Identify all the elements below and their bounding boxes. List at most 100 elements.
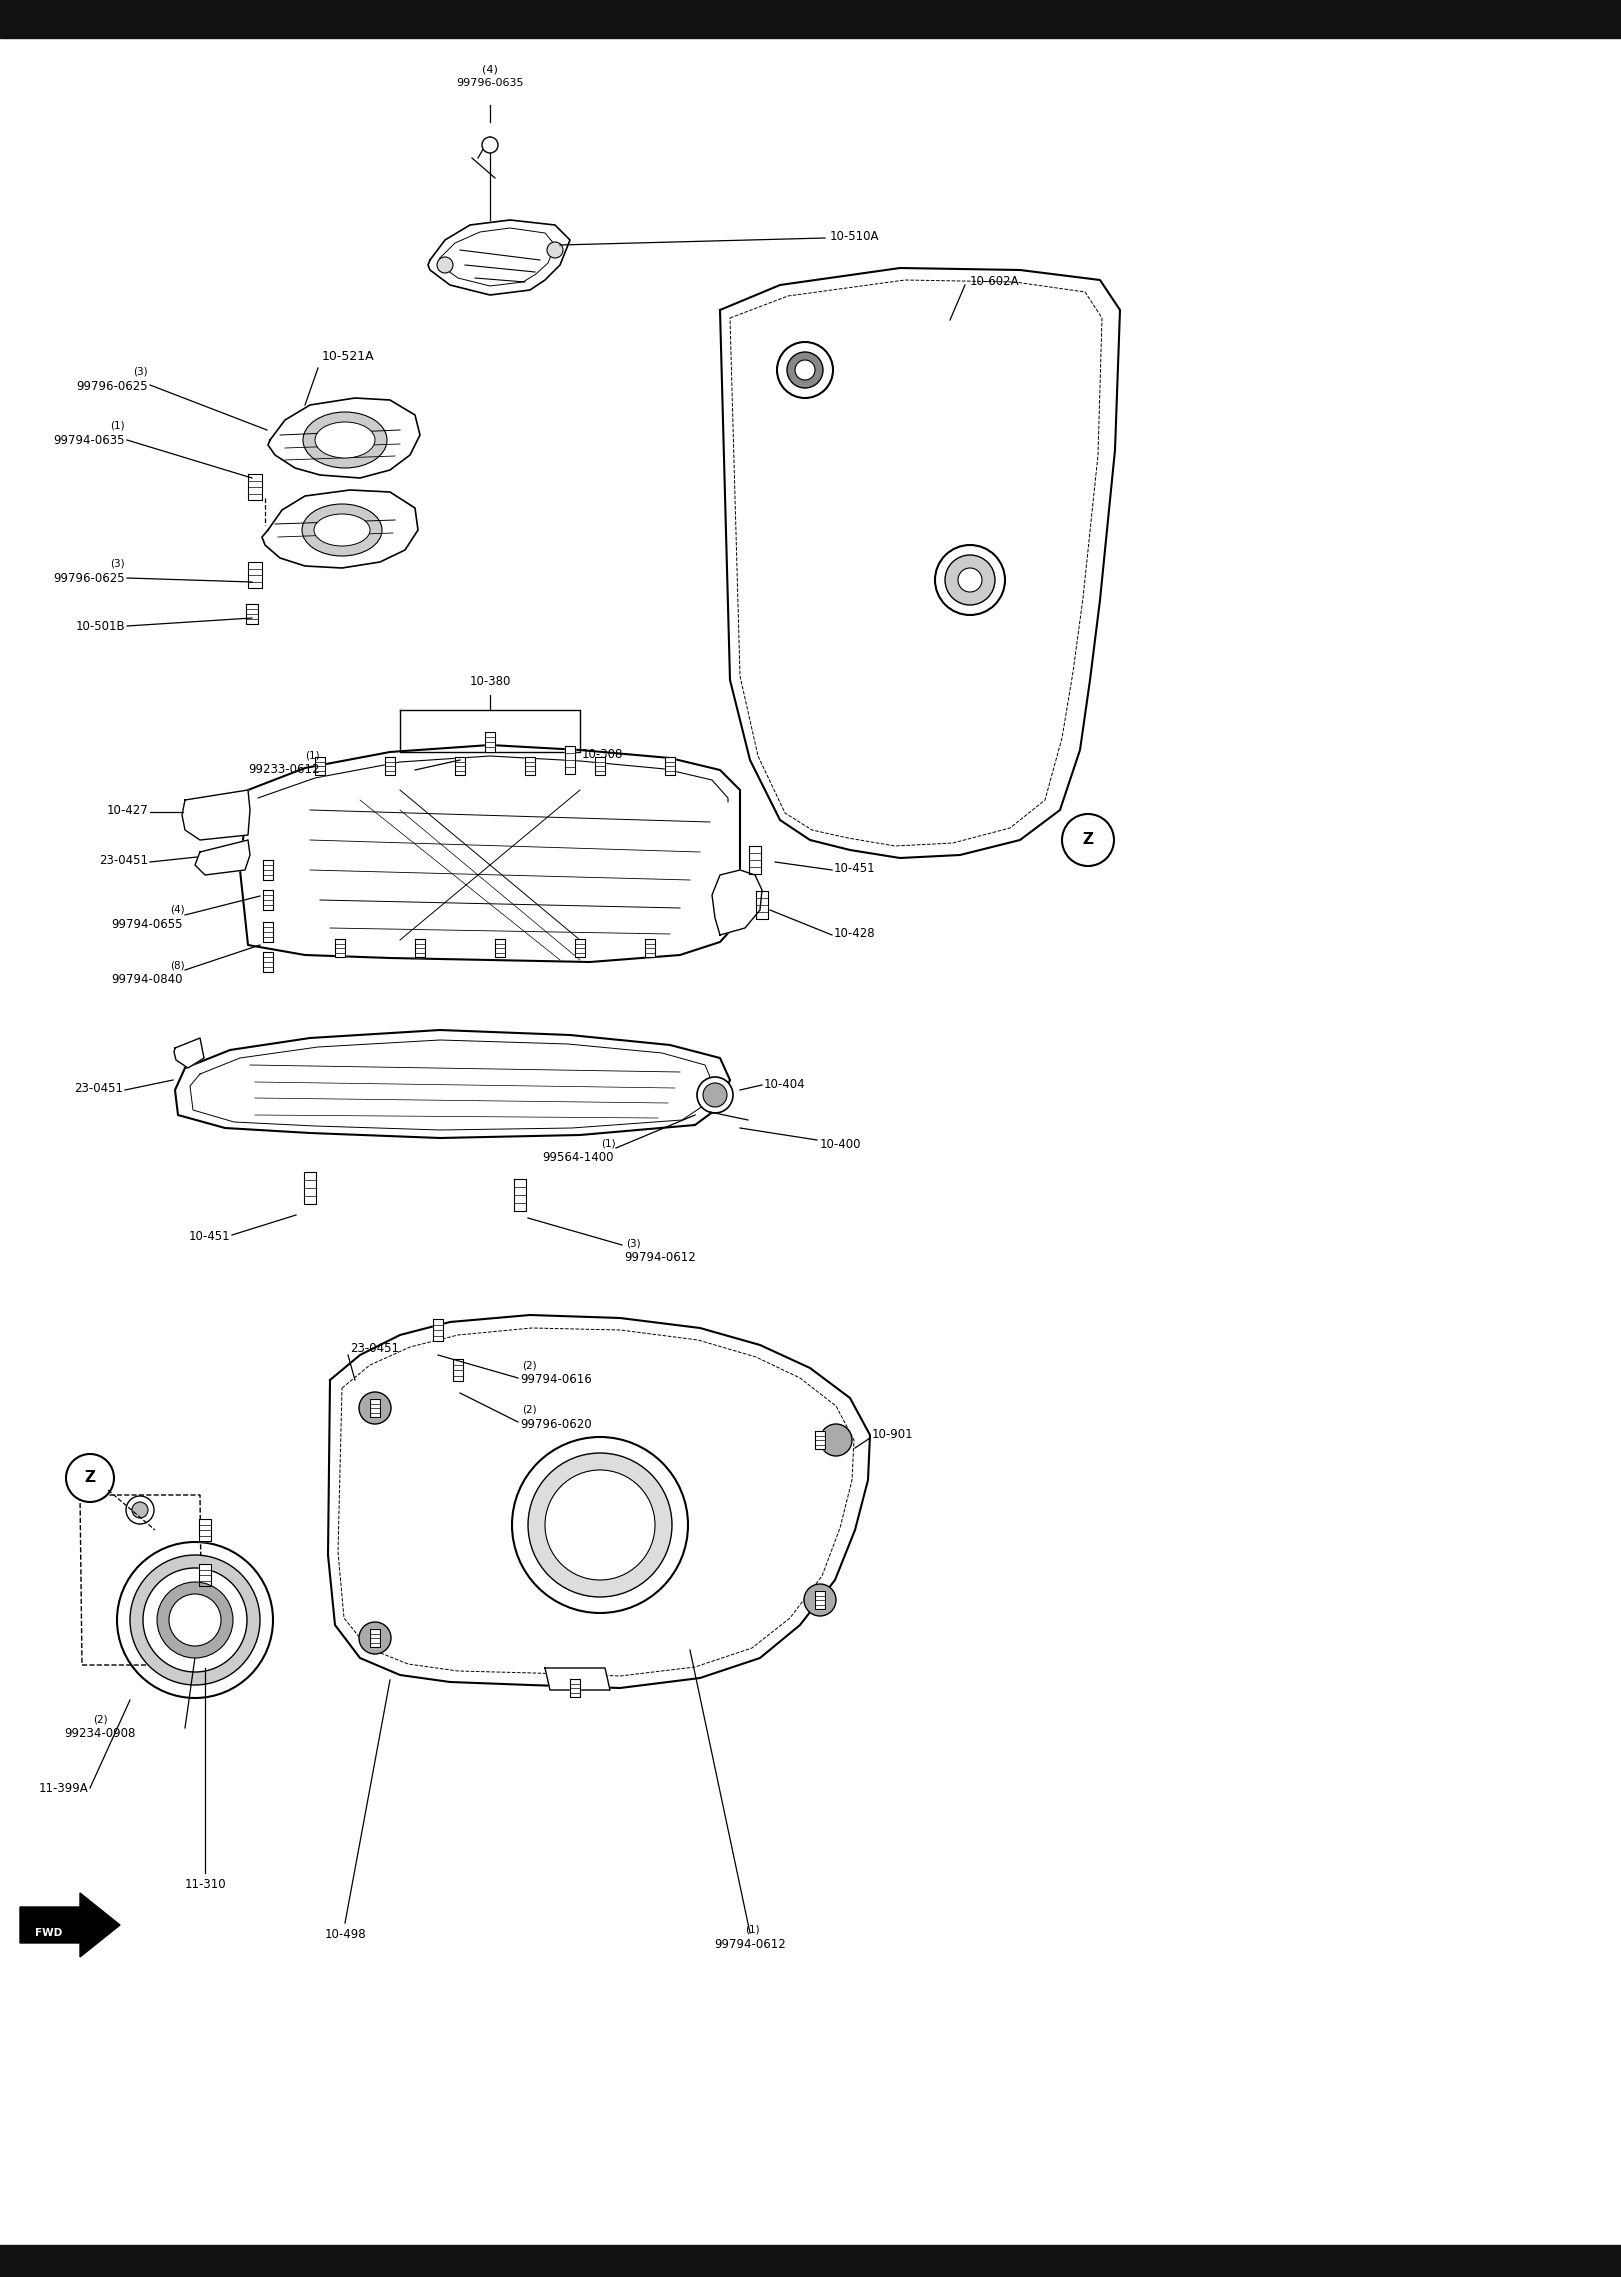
Text: (1): (1)	[110, 419, 125, 430]
Text: 23-0451: 23-0451	[99, 854, 148, 868]
Text: 99796-0620: 99796-0620	[520, 1419, 592, 1430]
Polygon shape	[248, 474, 263, 501]
Circle shape	[804, 1585, 836, 1617]
Polygon shape	[595, 756, 605, 774]
Text: FWD: FWD	[36, 1929, 63, 1938]
Polygon shape	[566, 747, 575, 774]
Text: 99794-0616: 99794-0616	[520, 1373, 592, 1387]
Polygon shape	[267, 398, 420, 478]
Polygon shape	[456, 756, 465, 774]
Circle shape	[126, 1496, 154, 1523]
Polygon shape	[645, 938, 655, 956]
Text: 10-901: 10-901	[872, 1428, 914, 1441]
Circle shape	[66, 1455, 113, 1503]
Polygon shape	[386, 756, 396, 774]
Text: 99796-0635: 99796-0635	[456, 77, 524, 89]
Text: 23-0451: 23-0451	[350, 1341, 399, 1355]
Polygon shape	[571, 1678, 580, 1696]
Text: 11-310: 11-310	[185, 1879, 225, 1890]
Text: 10-427: 10-427	[107, 804, 148, 817]
Polygon shape	[712, 870, 762, 936]
Polygon shape	[755, 890, 768, 920]
Circle shape	[528, 1453, 673, 1596]
Polygon shape	[485, 731, 494, 751]
Circle shape	[788, 353, 823, 387]
Text: (3): (3)	[133, 367, 148, 376]
Polygon shape	[263, 490, 418, 567]
Circle shape	[143, 1569, 246, 1671]
Text: Z: Z	[84, 1471, 96, 1485]
Polygon shape	[263, 890, 272, 911]
Text: 10-521A: 10-521A	[323, 351, 374, 362]
Polygon shape	[545, 1669, 609, 1690]
Text: (4): (4)	[481, 66, 498, 75]
Circle shape	[958, 567, 982, 592]
Text: 99794-0612: 99794-0612	[624, 1250, 695, 1264]
Text: 99794-0612: 99794-0612	[715, 1938, 786, 1951]
Bar	[0, 0, 1621, 39]
Ellipse shape	[314, 421, 374, 458]
Polygon shape	[433, 1318, 443, 1341]
Polygon shape	[79, 1496, 203, 1664]
Text: 99796-0625: 99796-0625	[53, 572, 125, 585]
Polygon shape	[199, 1519, 211, 1542]
Circle shape	[117, 1542, 272, 1699]
Circle shape	[358, 1391, 391, 1423]
Polygon shape	[263, 952, 272, 972]
Polygon shape	[248, 562, 263, 587]
Polygon shape	[305, 1173, 316, 1205]
Polygon shape	[182, 790, 250, 840]
Text: 99796-0625: 99796-0625	[76, 380, 148, 394]
Text: 10-501B: 10-501B	[75, 619, 125, 633]
Polygon shape	[240, 745, 741, 961]
Text: (4): (4)	[170, 904, 185, 915]
Text: (3): (3)	[626, 1239, 640, 1248]
Text: (1): (1)	[305, 749, 319, 761]
Text: 99564-1400: 99564-1400	[543, 1150, 614, 1164]
Polygon shape	[327, 1316, 870, 1687]
Text: 99794-0655: 99794-0655	[112, 918, 183, 931]
Text: (1): (1)	[601, 1138, 616, 1148]
Polygon shape	[199, 1608, 211, 1628]
Text: 11-399A: 11-399A	[39, 1783, 88, 1794]
Polygon shape	[314, 756, 324, 774]
Text: 99233-0612: 99233-0612	[248, 763, 319, 776]
Polygon shape	[19, 1892, 120, 1956]
Text: Z: Z	[1083, 833, 1094, 847]
Text: 99794-0635: 99794-0635	[53, 435, 125, 446]
Circle shape	[546, 241, 562, 257]
Polygon shape	[263, 861, 272, 879]
Polygon shape	[514, 1179, 525, 1211]
Polygon shape	[575, 938, 585, 956]
Circle shape	[697, 1077, 733, 1113]
Text: 10-428: 10-428	[833, 927, 875, 940]
Text: 99234-0908: 99234-0908	[65, 1726, 136, 1740]
Text: (2): (2)	[522, 1405, 537, 1414]
Text: (2): (2)	[92, 1715, 107, 1724]
Ellipse shape	[303, 412, 387, 469]
Text: 10-400: 10-400	[820, 1138, 861, 1150]
Circle shape	[945, 556, 995, 606]
Text: (2): (2)	[522, 1359, 537, 1371]
Text: 10-380: 10-380	[470, 674, 511, 688]
Polygon shape	[415, 938, 425, 956]
Circle shape	[131, 1503, 148, 1519]
Text: 99794-0840: 99794-0840	[112, 972, 183, 986]
Polygon shape	[815, 1592, 825, 1610]
Polygon shape	[665, 756, 674, 774]
Circle shape	[169, 1594, 220, 1646]
Circle shape	[794, 360, 815, 380]
Circle shape	[438, 257, 452, 273]
Circle shape	[512, 1437, 687, 1612]
Text: 10-602A: 10-602A	[969, 276, 1020, 287]
Polygon shape	[720, 269, 1120, 858]
Text: (1): (1)	[744, 1924, 759, 1935]
Polygon shape	[246, 603, 258, 624]
Polygon shape	[370, 1628, 379, 1646]
Circle shape	[820, 1423, 853, 1455]
Circle shape	[704, 1084, 726, 1107]
Text: (3): (3)	[110, 558, 125, 567]
Circle shape	[935, 544, 1005, 615]
Circle shape	[358, 1621, 391, 1653]
Bar	[0, 2245, 1621, 2277]
